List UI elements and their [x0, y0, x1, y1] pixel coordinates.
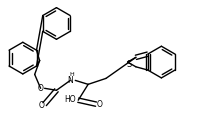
Text: H: H: [69, 72, 74, 77]
Text: O: O: [97, 100, 103, 109]
Text: N: N: [68, 76, 73, 85]
Text: HO: HO: [64, 95, 76, 104]
Text: O: O: [38, 84, 44, 93]
Text: S: S: [127, 60, 132, 69]
Text: O: O: [39, 101, 44, 110]
